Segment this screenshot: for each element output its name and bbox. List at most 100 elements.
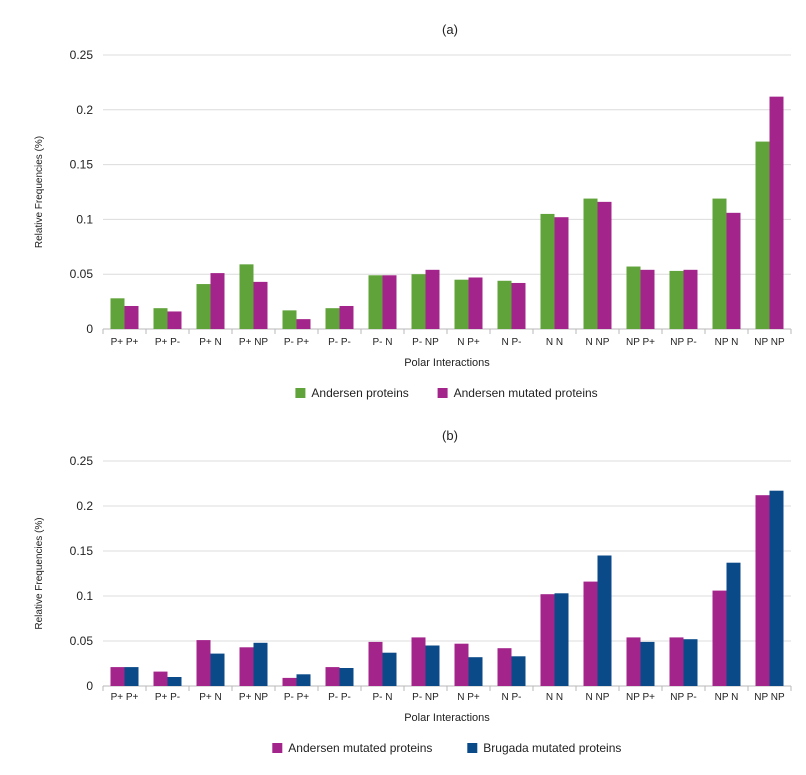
chart-b-category-label: P- N xyxy=(373,692,393,703)
chart-a-y-tick-label: 0.25 xyxy=(70,48,94,62)
chart-b-bar-s1 xyxy=(454,643,469,686)
chart-b-bar-s1 xyxy=(669,637,684,686)
chart-a-bar-s1 xyxy=(755,141,770,329)
chart-b-bar-s1 xyxy=(583,581,598,686)
chart-b-bar-s2 xyxy=(296,674,311,686)
chart-b-bar-s1 xyxy=(282,677,297,686)
chart-a-bar-s2 xyxy=(683,269,698,329)
chart-a-bar-s2 xyxy=(726,212,741,329)
chart-a-bar-s2 xyxy=(597,201,612,329)
chart-b-bar-s2 xyxy=(468,657,483,686)
chart-a-bar-s2 xyxy=(640,269,655,329)
chart-b-category-label: P+ P- xyxy=(155,692,180,703)
chart-a-bar-s1 xyxy=(454,279,469,329)
chart-b-y-tick-label: 0.15 xyxy=(70,544,94,558)
chart-b-y-tick-label: 0.1 xyxy=(76,589,93,603)
chart-b-bar-s2 xyxy=(124,667,139,686)
chart-a-bar-s2 xyxy=(124,305,139,329)
chart-b-legend-swatch xyxy=(272,743,283,753)
chart-b-legend-label: Andersen mutated proteins xyxy=(288,741,432,755)
chart-a-bar-s2 xyxy=(769,96,784,329)
chart-a-bar-s2 xyxy=(210,273,225,329)
chart-a-y-tick-label: 0.1 xyxy=(76,212,93,226)
chart-a-x-axis-label: Polar Interactions xyxy=(404,357,490,369)
chart-a-category-label: NP P- xyxy=(670,337,697,348)
chart-a-bar-s1 xyxy=(712,198,727,329)
chart-b-category-label: NP N xyxy=(715,692,739,703)
chart-b-category-label: N N xyxy=(546,692,563,703)
chart-b-legend-swatch xyxy=(467,743,478,753)
chart-b-bar-s2 xyxy=(253,642,268,686)
chart-a-legend-label: Andersen mutated proteins xyxy=(454,386,598,400)
chart-b-bar-s1 xyxy=(368,641,383,686)
chart-a-bar-s1 xyxy=(110,298,125,329)
chart-a-bar-s1 xyxy=(411,274,426,329)
chart-a-category-label: N P+ xyxy=(457,337,480,348)
chart-a-category-label: P- P- xyxy=(328,337,351,348)
chart-b-bar-s1 xyxy=(755,495,770,686)
chart-a-bar-s2 xyxy=(253,281,268,329)
chart-a-category-label: P- N xyxy=(373,337,393,348)
chart-a-category-label: P+ N xyxy=(199,337,222,348)
chart-a-category-label: N NP xyxy=(586,337,610,348)
chart-a-y-tick-label: 0.2 xyxy=(76,103,93,117)
chart-a-legend-swatch xyxy=(295,388,306,398)
chart-a-y-axis-label: Relative Frequencies (%) xyxy=(34,136,45,248)
chart-a-category-label: P- P+ xyxy=(284,337,309,348)
chart-b-bar-s1 xyxy=(540,594,555,686)
chart-a-category-label: NP NP xyxy=(754,337,785,348)
chart-b-category-label: N P+ xyxy=(457,692,480,703)
chart-a-y-tick-label: 0 xyxy=(86,322,93,336)
chart-a-legend-swatch xyxy=(437,388,448,398)
chart-b-category-label: P+ NP xyxy=(239,692,269,703)
chart-a-bar-s1 xyxy=(153,308,168,329)
chart-b-bar-s2 xyxy=(726,562,741,686)
chart-b-category-label: P- P- xyxy=(328,692,351,703)
chart-a-category-label: NP N xyxy=(715,337,739,348)
chart-a-legend-label: Andersen proteins xyxy=(311,386,408,400)
chart-a-bar-s1 xyxy=(626,266,641,329)
chart-b-category-label: NP NP xyxy=(754,692,785,703)
chart-a-bar-s2 xyxy=(167,311,182,329)
chart-a-bar-s1 xyxy=(669,270,684,329)
chart-a-bar-s1 xyxy=(196,284,211,329)
chart-b-category-label: P+ N xyxy=(199,692,222,703)
chart-b-bar-s2 xyxy=(769,490,784,686)
chart-a-category-label: P+ NP xyxy=(239,337,269,348)
chart-a-bar-s1 xyxy=(239,264,254,329)
chart-b-bar-s2 xyxy=(597,555,612,686)
chart-b-bar-s2 xyxy=(382,652,397,686)
chart-b-bar-s2 xyxy=(554,593,569,686)
chart-b-y-tick-label: 0.25 xyxy=(70,454,94,468)
chart-b-y-tick-label: 0 xyxy=(86,679,93,693)
chart-a-bar-s2 xyxy=(468,277,483,329)
chart-b-bar-s1 xyxy=(239,647,254,686)
chart-b-bar-s1 xyxy=(196,640,211,686)
chart-b-bar-s2 xyxy=(425,645,440,686)
chart-a-bar-s1 xyxy=(583,198,598,329)
chart-a-bar-s2 xyxy=(382,275,397,329)
chart-b-bar-s1 xyxy=(110,667,125,686)
chart-a-category-label: P- NP xyxy=(412,337,439,348)
chart-a-category-label: P+ P- xyxy=(155,337,180,348)
chart-b-bar-s2 xyxy=(640,641,655,686)
chart-b-category-label: N NP xyxy=(586,692,610,703)
chart-b-y-tick-label: 0.05 xyxy=(70,634,94,648)
chart-a-bar-s2 xyxy=(425,269,440,329)
chart-a-bar-s2 xyxy=(511,282,526,329)
chart-a-bar-s1 xyxy=(540,213,555,329)
chart-a-bar-s1 xyxy=(282,310,297,329)
chart-b-y-axis-label: Relative Frequencies (%) xyxy=(34,517,45,629)
chart-b-category-label: NP P+ xyxy=(626,692,655,703)
chart-b-category-label: N P- xyxy=(502,692,522,703)
chart-b-bar-s2 xyxy=(167,677,182,686)
chart-a-category-label: N N xyxy=(546,337,563,348)
chart-a-bar-s2 xyxy=(554,217,569,329)
chart-b-category-label: P+ P+ xyxy=(111,692,139,703)
chart-b-bar-s1 xyxy=(153,671,168,686)
chart-b-bar-s1 xyxy=(497,648,512,686)
chart-b-bar-s1 xyxy=(325,667,340,686)
chart-a-bar-s1 xyxy=(368,275,383,329)
